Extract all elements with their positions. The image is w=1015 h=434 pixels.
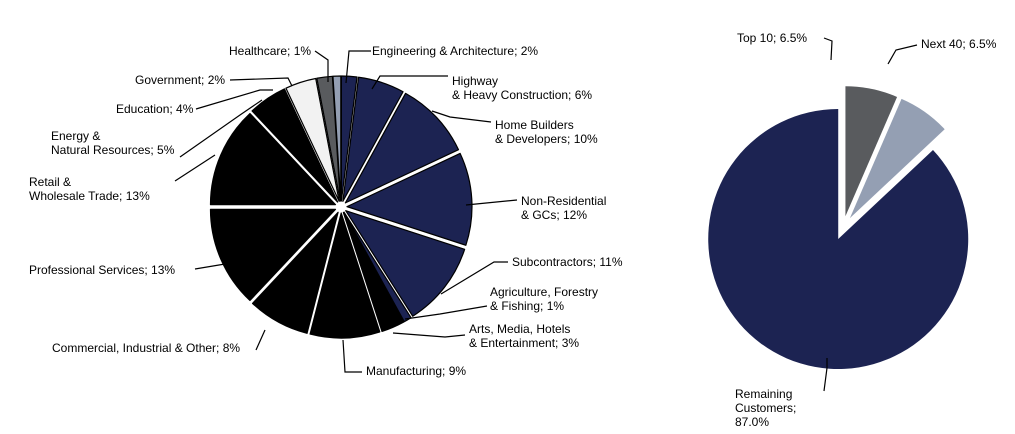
- leader-line-top-10: [823, 37, 833, 61]
- slice-label-education: Education; 4%: [116, 102, 194, 116]
- slice-label-government: Government; 2%: [135, 73, 225, 87]
- leader-line-next-40: [887, 44, 918, 65]
- leader-line-engineering-architecture: [345, 50, 371, 84]
- pie-slice-manufacturing: [309, 212, 381, 339]
- slice-label-highway-heavy-construction: Highway & Heavy Construction; 6%: [452, 74, 592, 102]
- leader-line-healthcare: [314, 50, 329, 82]
- leader-line-manufacturing: [342, 339, 362, 373]
- leader-line-remaining-customers: [823, 358, 828, 392]
- pie-slice-next-40: [849, 98, 945, 219]
- pie-slice-highway-heavy-construction: [342, 76, 404, 202]
- pie-slice-top-10: [845, 86, 898, 217]
- pie-slice-professional-services: [209, 208, 337, 302]
- pie-slice-commercial-industrial-other: [251, 211, 339, 334]
- leader-line-government: [229, 77, 293, 87]
- slice-label-non-residential-gcs: Non-Residential & GCs; 12%: [521, 194, 606, 222]
- leader-line-non-residential-gcs: [465, 199, 518, 206]
- pie-slice-remaining-customers: [708, 109, 969, 370]
- leader-line-highway-heavy-construction: [371, 75, 448, 90]
- slice-label-energy-natural-resources: Energy & Natural Resources; 5%: [51, 129, 175, 157]
- slice-label-retail-wholesale-trade: Retail & Wholesale Trade; 13%: [29, 175, 150, 203]
- leader-line-retail-wholesale-trade: [174, 154, 216, 182]
- leader-line-home-builders-developers: [431, 110, 492, 123]
- leader-line-subcontractors: [440, 261, 508, 295]
- leader-line-professional-services: [194, 263, 226, 270]
- slice-label-healthcare: Healthcare; 1%: [229, 44, 311, 58]
- slice-label-engineering-architecture: Engineering & Architecture; 2%: [372, 44, 538, 58]
- slice-label-commercial-industrial-other: Commercial, Industrial & Other; 8%: [52, 341, 240, 355]
- leader-line-energy-natural-resources: [179, 99, 263, 158]
- pie-slice-retail-wholesale-trade: [209, 112, 337, 206]
- pie-slice-energy-natural-resources: [251, 88, 339, 203]
- slice-label-agriculture-forestry-fishing: Agriculture, Forestry & Fishing; 1%: [490, 285, 598, 313]
- leader-line-education: [195, 89, 273, 110]
- pie-slice-education: [285, 77, 340, 202]
- slice-label-next-40: Next 40; 6.5%: [921, 37, 997, 51]
- slice-label-top-10: Top 10; 6.5%: [737, 31, 807, 45]
- pie-slice-non-residential-gcs: [346, 152, 473, 246]
- slice-label-home-builders-developers: Home Builders & Developers; 10%: [495, 118, 598, 146]
- slice-label-arts-media-hotels-entertainment: Arts, Media, Hotels & Entertainment; 3%: [469, 322, 579, 350]
- leader-line-commercial-industrial-other: [255, 329, 266, 351]
- pie-slice-home-builders-developers: [344, 92, 460, 204]
- slice-label-remaining-customers: Remaining Customers; 87.0%: [735, 387, 796, 429]
- slice-label-subcontractors: Subcontractors; 11%: [512, 255, 623, 269]
- leader-line-arts-media-hotels-entertainment: [392, 332, 466, 338]
- pie-chart-1: Engineering & Architecture; 2% Highway & H…: [29, 44, 623, 378]
- pie-slice-arts-media-hotels-entertainment: [342, 211, 405, 332]
- leader-line-agriculture-forestry-fishing: [404, 305, 488, 320]
- slice-label-professional-services: Professional Services; 13%: [29, 263, 175, 277]
- pie-slice-subcontractors: [345, 210, 466, 317]
- slice-label-manufacturing: Manufacturing; 9%: [366, 364, 466, 378]
- pie-chart-2: Top 10; 6.5% Next 40; 6.5% Remaining Custom…: [708, 31, 997, 429]
- pie-slice-healthcare: [332, 75, 342, 202]
